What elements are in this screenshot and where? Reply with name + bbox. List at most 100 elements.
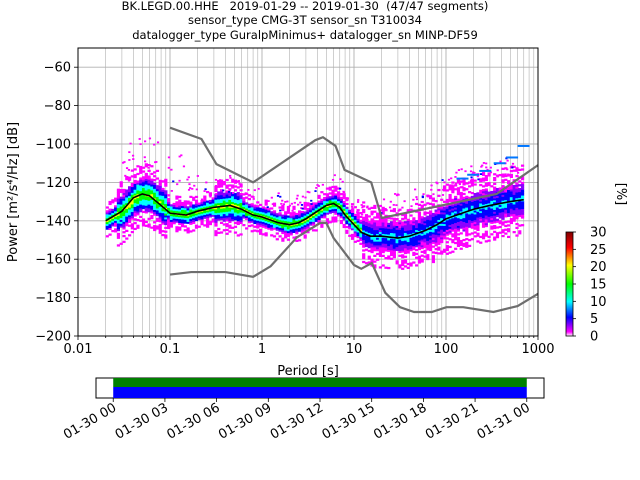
heatmap-cell	[392, 240, 396, 243]
heatmap-cell	[381, 249, 385, 252]
heatmap-cell	[227, 190, 231, 193]
heatmap-cell	[141, 166, 146, 169]
heatmap-cell	[412, 234, 416, 237]
heatmap-cell	[200, 217, 204, 220]
heatmap-cell	[473, 231, 477, 234]
heatmap-cell	[247, 188, 250, 191]
heatmap-cell	[448, 224, 452, 227]
heatmap-cell	[364, 248, 369, 251]
heatmap-cell	[222, 219, 226, 222]
heatmap-cell	[119, 204, 123, 207]
heatmap-cell	[233, 218, 238, 221]
heatmap-cell	[362, 218, 366, 221]
heatmap-cell	[122, 240, 126, 243]
heatmap-cell	[153, 188, 157, 191]
heatmap-cell	[233, 198, 238, 202]
heatmap-cell	[292, 207, 296, 210]
heatmap-cell	[231, 203, 235, 206]
heatmap-cell	[409, 239, 413, 242]
heatmap-cell	[180, 203, 185, 207]
heatmap-cell	[356, 218, 360, 221]
heatmap-cell	[512, 202, 516, 205]
heatmap-cell	[267, 221, 271, 224]
heatmap-cell	[426, 219, 430, 222]
heatmap-cell	[309, 215, 313, 218]
heatmap-cell	[420, 239, 424, 242]
heatmap-cell	[520, 185, 525, 188]
heatmap-cell	[384, 266, 388, 269]
heatmap-cell	[442, 225, 447, 228]
heatmap-cell	[127, 215, 132, 218]
heatmap-cell	[261, 221, 265, 224]
heatmap-cell	[239, 210, 243, 213]
heatmap-cell	[398, 229, 402, 232]
heatmap-cell	[133, 197, 137, 200]
heatmap-cell	[258, 224, 263, 228]
heatmap-cell	[242, 202, 246, 206]
heatmap-cell	[188, 183, 191, 186]
heatmap-cell	[130, 192, 134, 195]
heatmap-cell	[445, 220, 449, 223]
heatmap-cell	[183, 209, 187, 213]
heatmap-cell	[125, 177, 129, 181]
heatmap-cell	[111, 210, 115, 213]
heatmap-cell	[158, 206, 162, 209]
heatmap-cell	[423, 226, 427, 229]
heatmap-cell	[331, 197, 335, 200]
heatmap-cell	[512, 207, 516, 211]
heatmap-cell	[306, 225, 310, 228]
heatmap-cell	[144, 209, 148, 212]
heatmap-cell	[225, 201, 229, 205]
heatmap-cell	[440, 231, 444, 234]
heatmap-cell	[300, 211, 304, 214]
heatmap-cell	[161, 209, 165, 212]
heatmap-cell	[147, 163, 151, 167]
heatmap-cell	[205, 181, 208, 184]
heatmap-cell	[345, 231, 349, 234]
heatmap-cell	[381, 220, 385, 223]
heatmap-cell	[448, 209, 452, 212]
heatmap-cell	[247, 203, 252, 206]
heatmap-cell	[395, 231, 399, 234]
heatmap-cell	[412, 223, 416, 226]
heatmap-cell	[423, 249, 427, 253]
heatmap-cell	[367, 257, 371, 260]
heatmap-cell	[448, 230, 452, 233]
heatmap-cell	[448, 251, 452, 254]
heatmap-cell	[127, 218, 132, 222]
heatmap-cell	[281, 206, 285, 210]
heatmap-cell	[147, 198, 151, 201]
heatmap-cell	[476, 223, 480, 226]
heatmap-cell	[189, 205, 193, 208]
heatmap-cell	[236, 218, 240, 222]
heatmap-cell	[387, 255, 391, 258]
heatmap-cell	[426, 217, 430, 220]
heatmap-cell	[194, 215, 199, 218]
heatmap-cell	[501, 211, 505, 215]
heatmap-cell	[206, 223, 210, 226]
heatmap-cell	[376, 212, 380, 215]
heatmap-cell	[150, 216, 154, 220]
heatmap-cell	[203, 201, 207, 204]
heatmap-cell	[331, 206, 335, 210]
heatmap-cell	[445, 241, 449, 244]
heatmap-cell	[373, 264, 377, 267]
heatmap-cell	[290, 202, 293, 205]
heatmap-cell	[116, 209, 121, 212]
heatmap-cell	[431, 245, 435, 248]
heatmap-cell	[127, 213, 132, 216]
heatmap-cell	[481, 219, 486, 223]
heatmap-cell	[493, 162, 506, 165]
heatmap-cell	[317, 219, 321, 222]
heatmap-cell	[125, 201, 129, 204]
heatmap-cell	[389, 228, 394, 232]
heatmap-cell	[451, 181, 455, 184]
heatmap-cell	[518, 209, 522, 212]
heatmap-cell	[155, 210, 160, 213]
heatmap-cell	[477, 178, 480, 181]
heatmap-cell	[119, 181, 123, 184]
heatmap-cell	[410, 205, 413, 208]
heatmap-cell	[415, 229, 419, 232]
heatmap-cell	[428, 233, 433, 236]
heatmap-cell	[473, 204, 477, 207]
